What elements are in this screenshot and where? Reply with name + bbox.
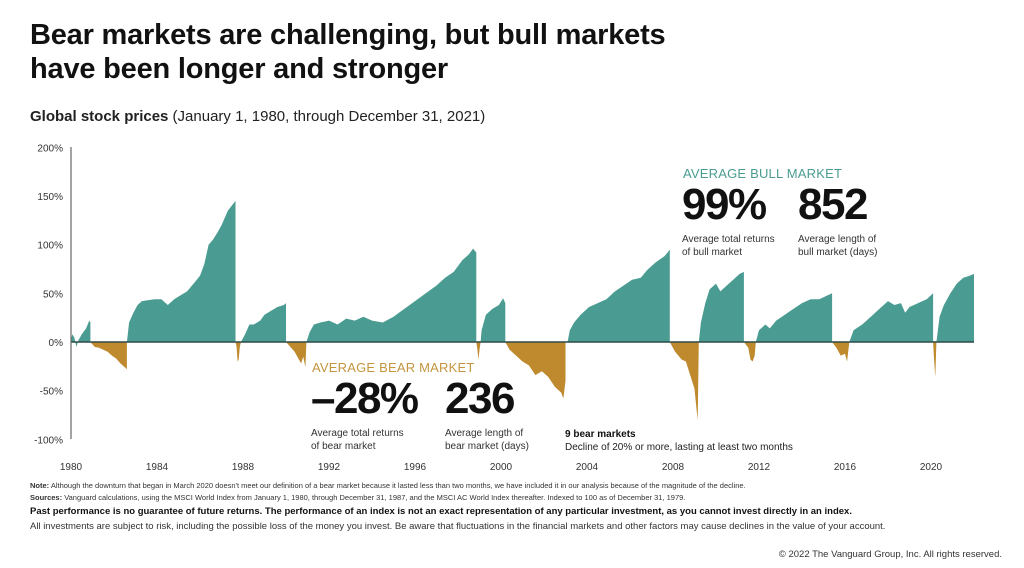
bear-market-area-17 [933, 342, 937, 377]
bull-heading: AVERAGE BULL MARKET [683, 166, 843, 181]
bull-market-area-6 [306, 248, 477, 342]
bear-return-label-2: of bear market [311, 441, 376, 452]
sources-text: Vanguard calculations, using the MSCI Wo… [62, 493, 686, 502]
bear-length-label: Average length of bear market (days) [445, 427, 529, 453]
bear-return-value: –28% [311, 374, 419, 423]
bull-market-area-16 [849, 293, 934, 342]
market-areas [71, 200, 974, 420]
bear-market-area-1 [90, 342, 127, 370]
bear-market-area-13 [743, 342, 756, 362]
x-tick-label: 2020 [920, 462, 943, 473]
bull-market-area-18 [936, 273, 974, 342]
bear-market-area-5 [286, 342, 307, 368]
x-axis-ticks: 1980 1984 1988 1992 1996 2000 2004 2008 2012 2016… [60, 462, 943, 473]
bear-return-block: –28% Average total returns of bear marke… [311, 374, 419, 453]
bear-market-area-11 [669, 342, 699, 420]
bull-market-area-8 [480, 298, 506, 342]
risk-disclaimer: All investments are subject to risk, inc… [30, 521, 886, 532]
x-tick-label: 1984 [146, 462, 169, 473]
bull-return-label-2: of bull market [682, 247, 743, 258]
bull-return-label: Average total returns of bull market [682, 233, 775, 259]
bull-market-area-4 [240, 303, 286, 342]
bull-length-value: 852 [798, 180, 868, 229]
x-tick-label: 2008 [662, 462, 685, 473]
x-tick-label: 2012 [748, 462, 771, 473]
bear-return-label-1: Average total returns [311, 428, 404, 439]
x-tick-label: 1996 [404, 462, 427, 473]
x-tick-label: 1992 [318, 462, 341, 473]
sources-label: Sources: [30, 493, 63, 502]
x-tick-label: 2004 [576, 462, 599, 473]
title-line-1: Bear markets are challenging, but bull m… [30, 19, 666, 51]
subtitle-bold: Global stock prices [30, 108, 169, 125]
x-tick-label: 2000 [490, 462, 513, 473]
bear-return-label: Average total returns of bear market [311, 427, 418, 453]
y-tick-label: 100% [37, 241, 63, 252]
bear-heading: AVERAGE BEAR MARKET [312, 360, 475, 375]
y-tick-label: 200% [37, 143, 63, 154]
bull-market-area-14 [755, 293, 833, 342]
y-axis-ticks: -100% -50% 0% 50% 100% 150% 200% [34, 143, 63, 446]
note-label: Note: [30, 481, 50, 490]
bear-length-value: 236 [445, 374, 515, 423]
bull-market-area-2 [126, 200, 236, 342]
footer-sources: Sources: Vanguard calculations, using th… [30, 493, 685, 502]
x-tick-label: 2016 [834, 462, 857, 473]
title-line-2: have been longer and stronger [30, 53, 449, 85]
bear-count: 9 bear markets [565, 429, 636, 440]
chart-subtitle: Global stock prices (January 1, 1980, th… [30, 108, 485, 125]
copyright: © 2022 The Vanguard Group, Inc. All righ… [778, 549, 1002, 560]
bear-length-label-1: Average length of [445, 428, 524, 439]
bear-count-note: 9 bear markets Decline of 20% or more, l… [565, 428, 793, 454]
y-tick-label: -50% [40, 387, 63, 398]
x-tick-label: 1980 [60, 462, 83, 473]
bull-length-label-1: Average length of [798, 234, 877, 245]
bear-market-annotation: AVERAGE BEAR MARKET [312, 360, 475, 375]
y-tick-label: 0% [49, 338, 64, 349]
bear-market-area-3 [235, 342, 241, 362]
subtitle-dates: (January 1, 1980, through December 31, 2… [168, 108, 486, 125]
bull-return-label-1: Average total returns [682, 234, 775, 245]
bull-length-label: Average length of bull market (days) [798, 233, 877, 259]
past-performance-disclaimer: Past performance is no guarantee of futu… [30, 506, 852, 517]
bull-return-value: 99% [682, 180, 767, 229]
x-tick-label: 1988 [232, 462, 255, 473]
bear-length-block: 236 Average length of bear market (days) [445, 377, 529, 453]
bull-length-label-2: bull market (days) [798, 247, 878, 258]
y-tick-label: 150% [37, 192, 63, 203]
bear-market-area-7 [476, 342, 481, 360]
bear-market-area-9 [505, 342, 566, 399]
bear-market-area-15 [832, 342, 850, 362]
bear-length-label-2: bear market (days) [445, 441, 529, 452]
bull-market-area-12 [698, 271, 744, 342]
bull-market-area-0 [71, 320, 91, 347]
y-tick-label: -100% [34, 435, 63, 446]
bear-definition: Decline of 20% or more, lasting at least… [565, 442, 793, 453]
footer-note: Note: Although the downturn that began i… [30, 481, 746, 490]
bull-length-block: 852 Average length of bull market (days) [798, 183, 877, 259]
bull-return-block: 99% Average total returns of bull market [682, 183, 775, 259]
y-tick-label: 50% [43, 289, 63, 300]
bull-market-area-10 [567, 249, 670, 342]
page-title: Bear markets are challenging, but bull m… [30, 18, 666, 86]
note-text: Although the downturn that began in Marc… [49, 481, 746, 490]
bull-market-annotation: AVERAGE BULL MARKET [683, 166, 842, 181]
